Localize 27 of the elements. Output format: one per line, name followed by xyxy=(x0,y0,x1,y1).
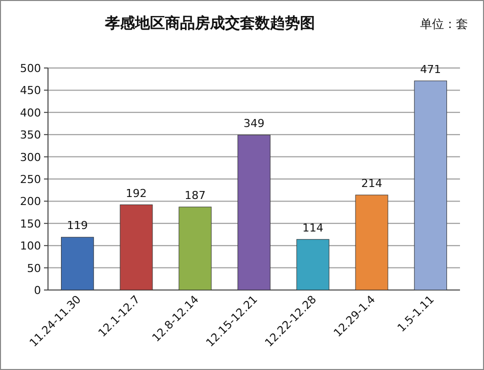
y-tick-label: 50 xyxy=(27,262,41,275)
y-tick-label: 0 xyxy=(34,284,41,297)
text: 单位：套 xyxy=(420,17,468,31)
y-tick-label: 200 xyxy=(20,195,41,208)
bar xyxy=(355,194,388,290)
bar xyxy=(238,134,270,290)
y-tick-label: 400 xyxy=(20,106,41,120)
y-tick-label: 350 xyxy=(20,128,41,142)
bar xyxy=(296,239,330,290)
bar xyxy=(178,206,212,290)
data-label: 119 xyxy=(66,219,88,232)
y-tick-label: 300 xyxy=(20,150,41,164)
data-label: 187 xyxy=(184,188,206,202)
y-tick-label: 150 xyxy=(20,217,41,230)
bar xyxy=(60,236,94,290)
bar xyxy=(120,204,153,290)
bar xyxy=(414,80,448,290)
y-tick-label: 250 xyxy=(20,173,41,186)
data-label: 214 xyxy=(361,176,382,190)
y-tick-label: 450 xyxy=(20,84,41,98)
data-label: 349 xyxy=(244,117,264,130)
data-label: 114 xyxy=(302,221,324,234)
y-tick-label: 100 xyxy=(20,240,41,253)
data-label: 192 xyxy=(126,186,147,200)
chart-title: 孝感地区商品房成交套数趋势图 xyxy=(104,14,315,32)
y-tick-label: 500 xyxy=(20,62,41,75)
data-label: 471 xyxy=(420,62,442,76)
